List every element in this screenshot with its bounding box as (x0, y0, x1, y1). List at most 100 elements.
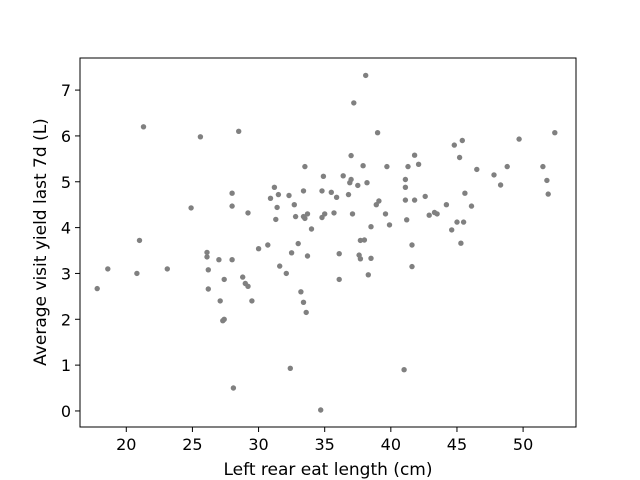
data-point (136, 237, 143, 244)
data-point (197, 134, 204, 140)
y-axis-title: Average visit yield last 7d (L) (31, 118, 51, 366)
x-tick-label: 50 (513, 435, 533, 454)
y-tick-label: 0 (61, 402, 71, 421)
data-point (365, 272, 371, 278)
data-point (363, 72, 369, 79)
data-point (255, 246, 262, 252)
data-point (328, 189, 334, 195)
data-point (249, 298, 255, 304)
data-point (236, 128, 242, 134)
data-point (405, 163, 411, 170)
y-tick-label: 5 (61, 173, 71, 192)
data-point (422, 193, 428, 200)
data-point (340, 173, 346, 179)
x-axis: 20 25 30 35 40 45 50 (116, 427, 533, 454)
data-point (287, 365, 293, 371)
data-point (271, 184, 278, 190)
data-point (265, 242, 271, 248)
data-point (164, 266, 170, 272)
data-point (105, 266, 111, 272)
data-point (402, 176, 409, 183)
data-point (295, 240, 301, 247)
data-point (304, 211, 311, 217)
data-point (415, 161, 422, 167)
data-point (401, 367, 407, 373)
data-point (497, 182, 504, 188)
data-point (449, 227, 455, 233)
data-point (277, 263, 283, 269)
data-point (230, 385, 237, 391)
x-tick-label: 30 (248, 435, 268, 454)
data-point (216, 257, 222, 263)
data-point (291, 202, 297, 208)
data-point (245, 210, 251, 216)
data-point (134, 270, 140, 277)
data-point (357, 237, 364, 244)
x-tick-label: 45 (447, 435, 467, 454)
data-point (319, 188, 325, 194)
data-point (300, 188, 307, 194)
data-point (382, 211, 389, 217)
y-tick-label: 4 (61, 219, 71, 238)
data-point (302, 215, 308, 222)
plot-background (80, 58, 576, 427)
points-layer (94, 72, 558, 413)
data-point (468, 203, 475, 209)
x-tick-label: 40 (381, 435, 401, 454)
data-point (286, 192, 292, 199)
data-point (333, 194, 340, 200)
data-point (205, 267, 211, 273)
data-point (275, 191, 282, 198)
data-point (552, 130, 558, 136)
data-point (94, 285, 100, 292)
data-point (298, 289, 304, 295)
x-axis-title: Left rear eat length (cm) (224, 460, 433, 480)
data-point (386, 222, 393, 228)
data-point (221, 276, 227, 283)
data-point (434, 211, 440, 217)
data-point (360, 163, 366, 169)
x-tick-label: 25 (182, 435, 202, 454)
data-point (384, 163, 390, 170)
data-point (140, 124, 147, 130)
data-point (229, 190, 235, 196)
data-point (303, 309, 309, 316)
data-point (245, 283, 251, 289)
data-point (458, 240, 464, 246)
data-point (462, 190, 468, 196)
data-point (355, 182, 361, 189)
data-point (304, 253, 311, 259)
data-point (376, 198, 382, 204)
data-point (374, 130, 381, 136)
data-point (300, 299, 307, 305)
x-tick-label: 35 (315, 435, 335, 454)
data-point (273, 216, 279, 223)
data-point (204, 249, 210, 256)
data-point (302, 163, 308, 170)
data-point (409, 263, 415, 270)
data-point (221, 316, 227, 322)
data-point (188, 205, 194, 211)
data-point (474, 166, 480, 173)
data-point (331, 210, 337, 216)
data-point (274, 204, 280, 211)
data-point (409, 242, 415, 248)
data-point (205, 286, 211, 292)
data-point (283, 270, 289, 277)
data-point (368, 255, 374, 261)
data-point (308, 226, 315, 232)
data-point (411, 152, 418, 158)
data-point (459, 137, 465, 144)
y-tick-label: 7 (61, 81, 71, 100)
data-point (364, 180, 370, 186)
data-point (322, 211, 328, 217)
data-point (454, 219, 460, 225)
data-point (318, 407, 324, 413)
data-point (229, 203, 235, 209)
data-point (204, 254, 210, 260)
y-tick-label: 2 (61, 310, 71, 329)
data-point (267, 195, 274, 201)
data-point (443, 202, 450, 208)
data-point (348, 176, 354, 183)
